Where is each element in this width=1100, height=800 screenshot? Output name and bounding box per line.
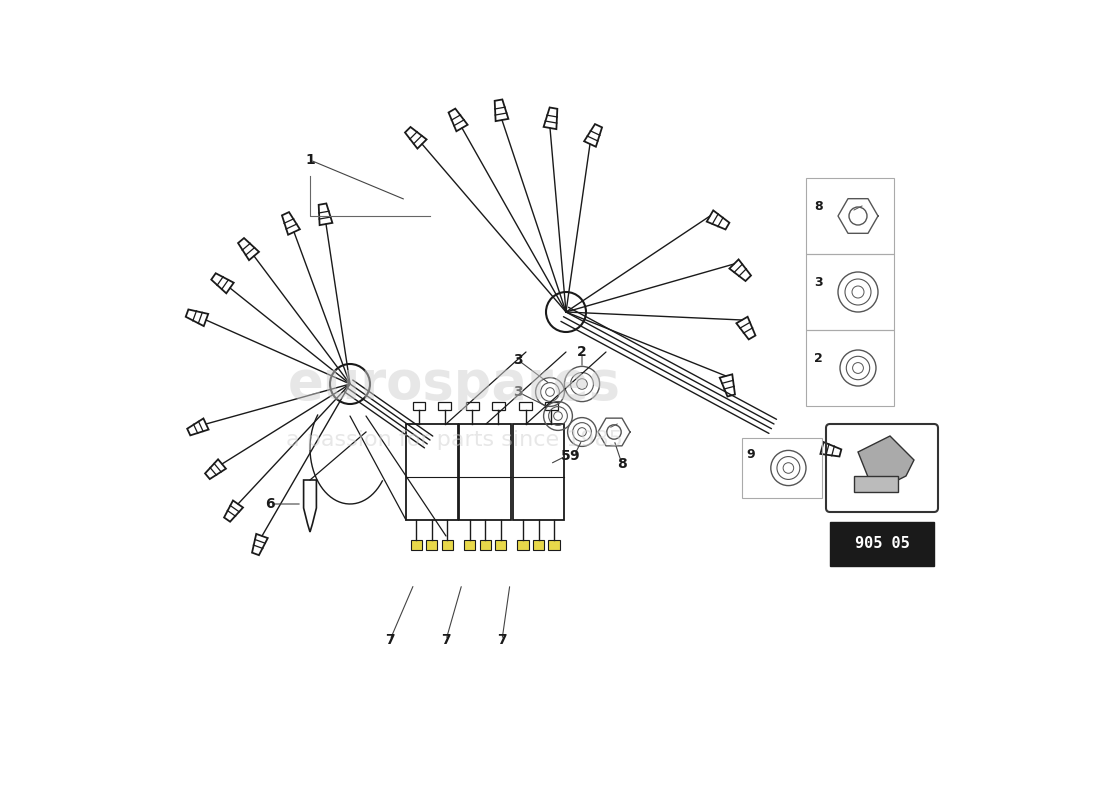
Bar	[806, 254, 894, 330]
Bar	[480, 540, 491, 550]
Text: 905 05: 905 05	[855, 537, 910, 551]
Text: 2: 2	[578, 345, 587, 359]
Bar	[406, 424, 458, 520]
Bar	[549, 540, 560, 550]
Text: 3: 3	[814, 275, 823, 289]
Bar	[410, 540, 422, 550]
Text: 3: 3	[514, 353, 522, 367]
Bar	[513, 424, 564, 520]
Text: 8: 8	[814, 200, 823, 213]
Text: eurospares: eurospares	[287, 358, 620, 410]
Bar	[464, 540, 475, 550]
Text: 9: 9	[747, 448, 756, 462]
Polygon shape	[858, 436, 914, 492]
Bar	[439, 402, 451, 410]
Bar	[742, 438, 822, 498]
Polygon shape	[854, 476, 898, 492]
Text: 7: 7	[497, 633, 507, 647]
Text: 7: 7	[385, 633, 395, 647]
Text: 6: 6	[265, 497, 275, 511]
Bar	[806, 330, 894, 406]
Text: 3: 3	[514, 385, 522, 399]
Bar	[519, 402, 532, 410]
Bar	[427, 540, 438, 550]
Text: 1: 1	[305, 153, 315, 167]
Bar	[517, 540, 529, 550]
Text: 9: 9	[569, 449, 579, 463]
Bar	[495, 540, 506, 550]
Text: 7: 7	[441, 633, 451, 647]
Text: 2: 2	[814, 351, 823, 365]
Bar	[466, 402, 478, 410]
Bar	[460, 424, 512, 520]
Bar	[412, 402, 426, 410]
Bar	[442, 540, 453, 550]
Bar	[806, 178, 894, 254]
Text: 5: 5	[561, 449, 571, 463]
Bar	[532, 540, 544, 550]
Text: a passion for parts since 1985: a passion for parts since 1985	[286, 430, 623, 450]
Bar	[492, 402, 505, 410]
Bar	[830, 522, 934, 566]
Bar	[546, 402, 558, 410]
Text: 8: 8	[617, 457, 627, 471]
